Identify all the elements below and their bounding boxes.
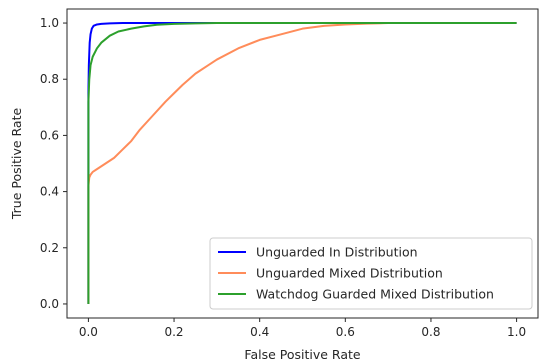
y-tick-label: 0.0 [40, 297, 59, 311]
legend-label: Unguarded In Distribution [256, 245, 418, 260]
y-tick-label: 0.4 [40, 185, 59, 199]
y-tick-label: 0.8 [40, 72, 59, 86]
y-tick-label: 0.6 [40, 128, 59, 142]
legend-box [209, 237, 533, 310]
legend-label: Unguarded Mixed Distribution [256, 266, 443, 281]
x-axis-label: False Positive Rate [244, 347, 360, 362]
x-tick-label: 0.6 [336, 325, 355, 339]
series-line-2 [87, 22, 517, 304]
x-tick-label: 0.0 [79, 325, 98, 339]
x-tick-label: 0.2 [164, 325, 183, 339]
plot-frame [66, 8, 539, 319]
y-tick-label: 0.2 [40, 241, 59, 255]
legend: Unguarded In Distribution Unguarded Mixed… [209, 237, 533, 310]
y-axis-ticks: 0.0 0.2 0.4 0.6 0.8 1.0 [40, 16, 67, 311]
x-axis-ticks: 0.0 0.2 0.4 0.6 0.8 1.0 [79, 318, 526, 339]
legend-label: Watchdog Guarded Mixed Distribution [256, 287, 494, 302]
x-tick-label: 0.8 [421, 325, 440, 339]
y-axis-label: True Positive Rate [9, 108, 24, 221]
y-tick-label: 1.0 [40, 16, 59, 30]
x-tick-label: 0.4 [250, 325, 269, 339]
series-line-3 [87, 22, 517, 304]
x-tick-label: 1.0 [507, 325, 526, 339]
series-layer [87, 22, 517, 304]
legend-items: Unguarded In Distribution Unguarded Mixed… [218, 245, 494, 302]
